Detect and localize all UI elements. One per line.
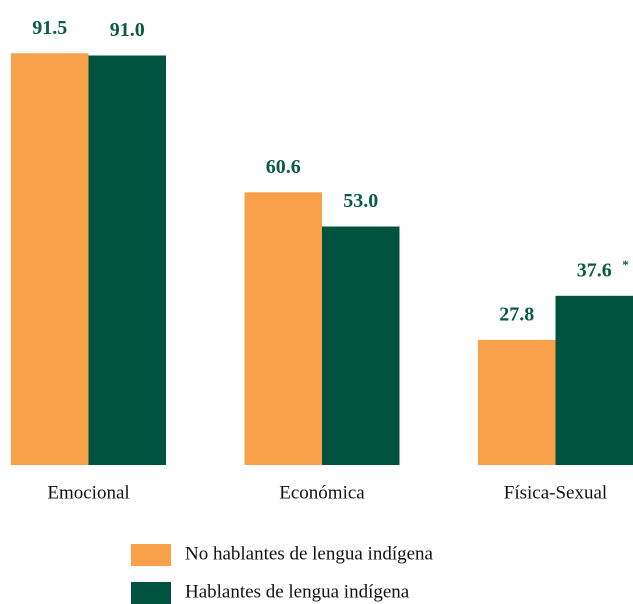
- bar: [322, 226, 400, 465]
- value-label: 27.8: [499, 303, 534, 325]
- x-tick-label: Física-Sexual: [504, 482, 607, 503]
- value-label: 53.0: [343, 190, 378, 212]
- x-tick-label: Emocional: [47, 482, 129, 503]
- legend-label: Hablantes de lengua indígena: [185, 581, 410, 602]
- bar: [244, 192, 322, 466]
- bar: [11, 53, 89, 465]
- x-tick-label: Económica: [279, 482, 365, 503]
- bar: [478, 339, 556, 465]
- value-label: 37.6: [577, 259, 612, 281]
- value-label: 91.0: [110, 19, 145, 41]
- value-label: 60.6: [266, 156, 301, 178]
- value-label: 91.5: [32, 17, 67, 39]
- legend-label: No hablantes de lengua indígena: [185, 543, 434, 564]
- legend-swatch: [131, 544, 171, 566]
- annotation: *: [622, 257, 629, 272]
- bar: [555, 295, 633, 465]
- bar: [88, 55, 166, 465]
- legend-swatch: [131, 582, 171, 604]
